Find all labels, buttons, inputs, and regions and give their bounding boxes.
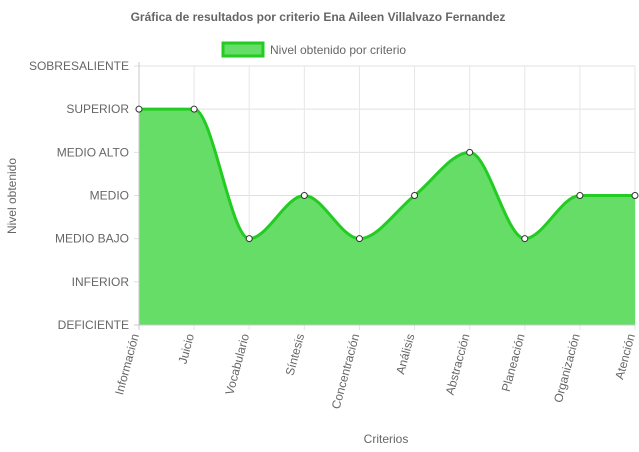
y-tick-label: SUPERIOR [66, 102, 129, 116]
y-tick-label: MEDIO ALTO [57, 145, 129, 159]
y-axis-ticks: DEFICIENTE INFERIOR MEDIO BAJO MEDIO MEDIO A… [29, 59, 129, 332]
legend-label[interactable]: Nivel obtenido por criterio [270, 43, 406, 57]
area-fill [139, 109, 635, 326]
data-point[interactable] [135, 105, 143, 113]
x-tick-label: Atención [612, 332, 638, 381]
data-point[interactable] [411, 192, 419, 199]
y-tick-label: MEDIO BAJO [55, 232, 129, 246]
data-point[interactable] [300, 192, 308, 199]
x-tick-label: Planeación [499, 332, 528, 393]
data-point[interactable] [355, 235, 363, 243]
data-point[interactable] [576, 192, 584, 199]
y-tick-label: DEFICIENTE [58, 318, 129, 332]
legend[interactable]: Nivel obtenido por criterio [221, 41, 406, 58]
legend-swatch[interactable] [221, 41, 265, 58]
x-tick-label: Abstracción [443, 332, 473, 396]
x-tick-label: Concentración [329, 332, 363, 410]
x-tick-label: Vocabulario [222, 332, 252, 397]
data-point[interactable] [245, 235, 253, 243]
series-line [139, 107, 635, 241]
chart-title: Gráfica de resultados por criterio Ena A… [131, 10, 506, 24]
data-point[interactable] [466, 148, 474, 156]
data-point[interactable] [190, 105, 198, 113]
data-point[interactable] [521, 235, 529, 243]
x-tick-label: Información [112, 332, 142, 396]
y-axis-label: Nivel obtenido [5, 158, 19, 234]
series-area [139, 107, 635, 326]
x-tick-label: Análisis [393, 332, 417, 376]
x-tick-label: Organización [551, 332, 583, 404]
y-tick-label: MEDIO [90, 189, 129, 203]
x-tick-label: Juicio [176, 332, 198, 366]
x-axis-label: Criterios [364, 432, 409, 446]
data-points [135, 105, 639, 243]
y-tick-label: SOBRESALIENTE [29, 59, 129, 73]
x-axis-ticks: Información Juicio Vocabulario Síntesis Conc… [112, 332, 638, 411]
x-tick-label: Síntesis [283, 332, 308, 377]
y-tick-label: INFERIOR [72, 275, 130, 289]
data-point[interactable] [631, 192, 639, 199]
